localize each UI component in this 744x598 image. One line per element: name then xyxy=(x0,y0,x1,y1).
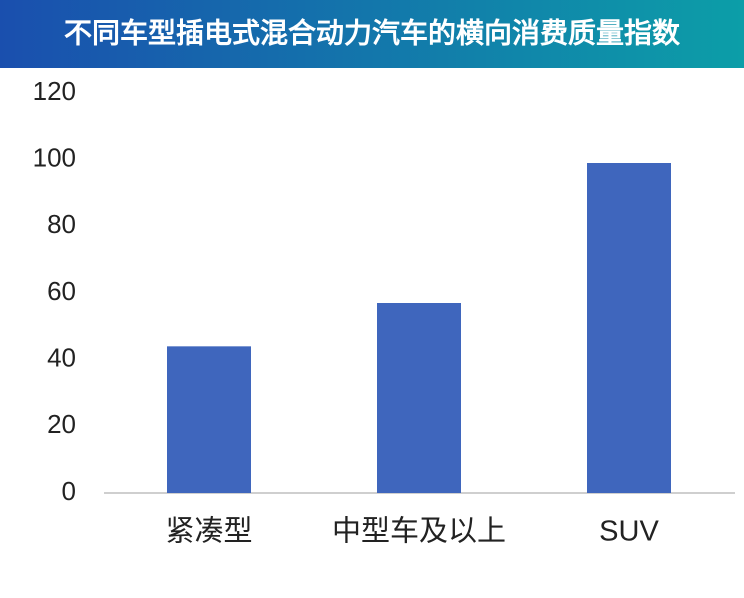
title-banner xyxy=(0,0,744,68)
x-tick-label: SUV xyxy=(599,516,659,548)
y-tick-label: 80 xyxy=(47,209,76,239)
y-tick-label: 40 xyxy=(47,343,76,373)
x-tick-label: 紧凑型 xyxy=(165,515,252,548)
bar xyxy=(167,346,251,493)
y-tick-label: 120 xyxy=(33,76,76,106)
bar xyxy=(377,303,461,493)
y-tick-label: 20 xyxy=(47,409,76,439)
y-tick-label: 60 xyxy=(47,276,76,306)
y-tick-label: 100 xyxy=(33,143,76,173)
bar xyxy=(587,163,671,493)
chart-title: 不同车型插电式混合动力汽车的横向消费质量指数 xyxy=(64,16,681,48)
y-tick-label: 0 xyxy=(62,476,76,506)
x-tick-label: 中型车及以上 xyxy=(332,515,506,548)
